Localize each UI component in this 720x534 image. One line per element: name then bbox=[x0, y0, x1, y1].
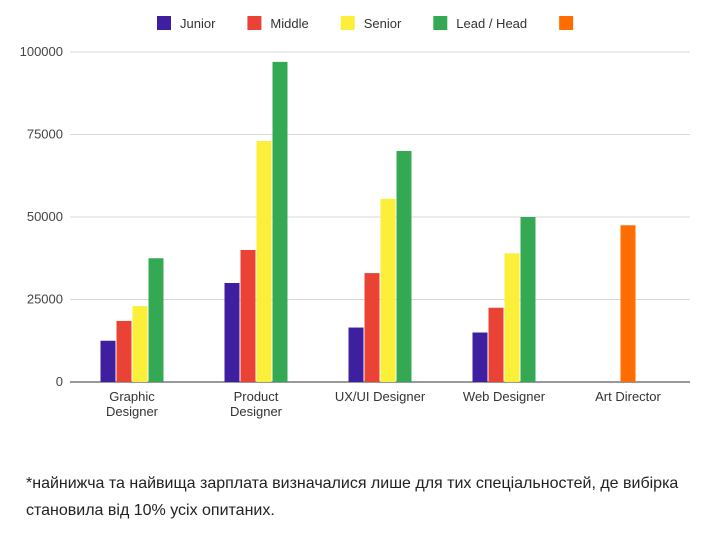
y-tick-label: 0 bbox=[56, 374, 63, 389]
legend-label: Lead / Head bbox=[456, 16, 527, 31]
x-category-label: Art Director bbox=[595, 389, 661, 404]
legend-swatch bbox=[340, 16, 355, 30]
bar-lead-head-3 bbox=[520, 217, 536, 382]
bar-senior-2 bbox=[380, 198, 396, 382]
y-tick-label: 100000 bbox=[20, 44, 63, 59]
y-tick-label: 75000 bbox=[27, 127, 63, 142]
legend: Junior Middle Senior Lead / Head bbox=[157, 16, 574, 31]
x-axis: Graphic Designer Product Designer UX/UI Desi… bbox=[106, 389, 662, 419]
bar-lead-head-0 bbox=[148, 258, 164, 382]
bar-unnamed-4 bbox=[620, 225, 636, 382]
bar-lead-head-2 bbox=[396, 151, 412, 382]
bar-junior-2 bbox=[348, 327, 364, 382]
bar-middle-1 bbox=[240, 250, 256, 382]
bar-senior-0 bbox=[132, 306, 148, 382]
legend-swatch bbox=[157, 16, 171, 30]
bar-lead-head-1 bbox=[272, 61, 288, 383]
legend-swatch bbox=[559, 16, 574, 30]
x-category-label: Product Designer bbox=[230, 389, 283, 419]
y-tick-label: 25000 bbox=[27, 292, 63, 307]
x-category-label: UX/UI Designer bbox=[335, 389, 426, 404]
footnote: *найнижча та найвища зарплата визначалис… bbox=[26, 475, 679, 519]
legend-swatch bbox=[433, 16, 448, 30]
bar-middle-0 bbox=[116, 320, 132, 382]
y-axis: 0 25000 50000 75000 100000 bbox=[20, 44, 63, 389]
y-tick-label: 50000 bbox=[27, 209, 63, 224]
legend-label: Senior bbox=[364, 16, 402, 31]
x-category-label: Graphic Designer bbox=[106, 389, 159, 419]
salary-bar-chart: 0 25000 50000 75000 100000 Graphic Designer Pr… bbox=[20, 16, 690, 419]
gridlines bbox=[70, 51, 690, 383]
bar-middle-3 bbox=[488, 307, 504, 382]
legend-label: Junior bbox=[180, 16, 216, 31]
x-category-label: Web Designer bbox=[463, 389, 546, 404]
bars bbox=[100, 61, 636, 383]
bar-senior-1 bbox=[256, 141, 272, 382]
bar-junior-1 bbox=[224, 283, 240, 382]
legend-swatch bbox=[247, 16, 262, 30]
bar-junior-0 bbox=[100, 340, 116, 382]
bar-senior-3 bbox=[504, 253, 520, 382]
legend-label: Middle bbox=[270, 16, 308, 31]
bar-junior-3 bbox=[472, 332, 488, 382]
bar-middle-2 bbox=[364, 273, 380, 382]
